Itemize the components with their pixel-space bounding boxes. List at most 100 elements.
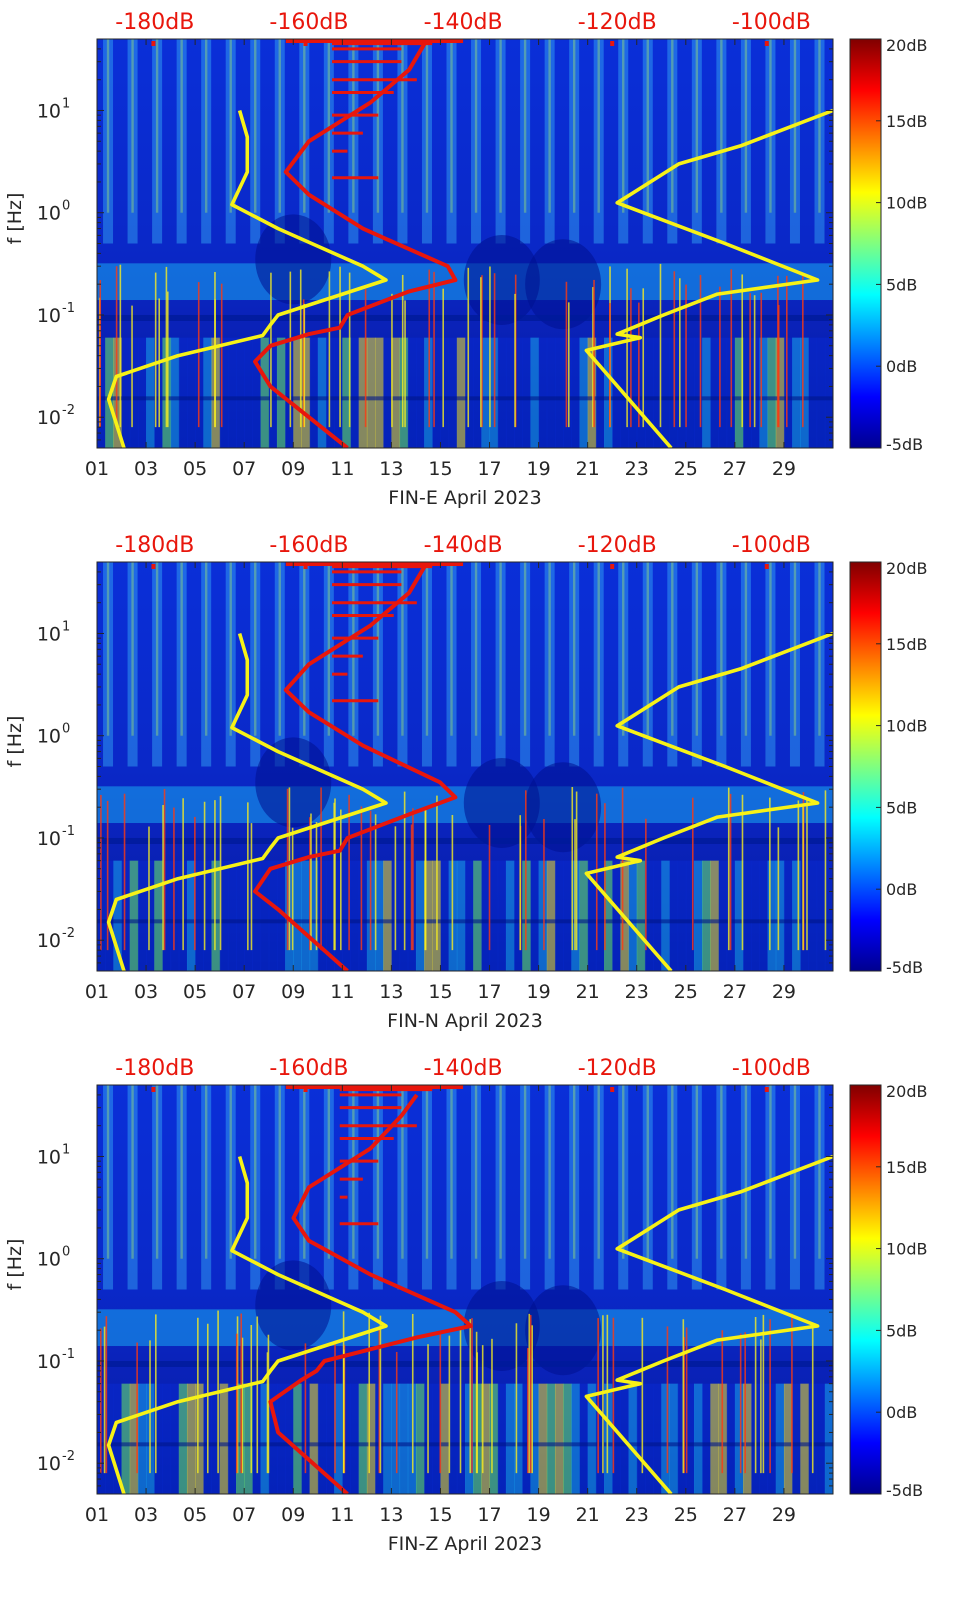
top-marker: [303, 564, 308, 569]
lowfreq-column: [644, 337, 654, 448]
lowfreq-column: [399, 1383, 409, 1494]
lowfreq-column: [473, 337, 482, 448]
diurnal-streak: [789, 39, 800, 244]
diurnal-streak: [789, 1085, 800, 1290]
lowfreq-column: [653, 860, 662, 971]
diurnal-streak: [274, 39, 285, 244]
lowfreq-column: [170, 860, 180, 971]
lowfreq-column: [734, 1383, 744, 1494]
lowfreq-column: [628, 337, 638, 448]
y-tick-base: 10: [37, 100, 61, 122]
lowfreq-column: [399, 337, 409, 448]
lowfreq-column: [669, 860, 679, 971]
lowfreq-column: [97, 337, 106, 448]
spectrogram-image: [97, 562, 833, 971]
lowfreq-column: [563, 337, 572, 448]
diurnal-streak: [176, 562, 187, 767]
transient-spike: [754, 1316, 757, 1474]
lowfreq-column: [113, 860, 123, 971]
y-tick-exponent: -2: [62, 403, 75, 418]
lowfreq-column: [497, 337, 507, 448]
transient-spike: [163, 788, 166, 951]
diurnal-streak-core: [303, 1085, 306, 1259]
lowfreq-column: [538, 1383, 548, 1494]
transient-spike: [304, 1343, 307, 1474]
lowfreq-column: [661, 1383, 670, 1494]
colorbar-label: -5dB: [886, 958, 923, 977]
transient-spike: [100, 794, 102, 951]
transient-spike: [489, 266, 491, 428]
transient-spike: [155, 1314, 157, 1474]
lowfreq-column: [783, 337, 793, 448]
lowfreq-column: [538, 337, 548, 448]
lowfreq-column: [612, 1383, 621, 1494]
lowfreq-column: [186, 1383, 196, 1494]
transient-spike: [404, 300, 406, 428]
y-tick-label: 10: [37, 623, 61, 645]
diurnal-streak-core: [155, 1085, 159, 1259]
transient-spike: [719, 286, 721, 428]
transient-spike: [123, 793, 126, 951]
lowfreq-column: [432, 1383, 441, 1494]
lowfreq-column: [783, 860, 793, 971]
diurnal-streak-core: [671, 39, 674, 213]
diurnal-streak: [446, 562, 457, 767]
transient-spike: [236, 1316, 239, 1474]
lowfreq-column: [424, 860, 433, 971]
transient-spike: [394, 826, 397, 951]
diurnal-streak-core: [474, 39, 478, 213]
transient-spike: [241, 1337, 244, 1474]
transient-spike: [753, 295, 756, 428]
diurnal-streak: [593, 562, 604, 767]
lowfreq-column: [366, 337, 376, 448]
top-db-label: -120dB: [578, 10, 657, 35]
y-tick-label: 10: [37, 726, 61, 748]
diurnal-streak: [765, 39, 776, 244]
lowfreq-column: [579, 337, 589, 448]
lowfreq-column: [628, 1383, 638, 1494]
diurnal-streak-core: [401, 1085, 404, 1259]
lowfreq-column: [113, 337, 123, 448]
transient-spike: [488, 824, 491, 951]
transient-spike: [103, 1326, 106, 1474]
lowfreq-column: [162, 860, 172, 971]
lowfreq-column: [227, 860, 237, 971]
lowfreq-column: [260, 337, 270, 448]
diurnal-streak-core: [769, 39, 772, 213]
lowfreq-column: [783, 1383, 793, 1494]
quiet-zone: [255, 737, 332, 828]
diurnal-streak-core: [671, 1085, 674, 1259]
transient-spike: [525, 790, 527, 951]
diurnal-streak: [569, 562, 580, 767]
lowfreq-column: [227, 337, 237, 448]
lowfreq-column: [808, 337, 818, 448]
lowfreq-column: [636, 1383, 646, 1494]
transient-spike: [471, 1318, 473, 1474]
y-tick-base: 10: [37, 1249, 61, 1271]
lowfreq-column: [636, 337, 646, 448]
transient-spike: [182, 798, 184, 951]
lowfreq-column: [325, 337, 335, 448]
lowfreq-column: [743, 337, 752, 448]
top-db-label: -140dB: [424, 10, 503, 35]
diurnal-streak-core: [744, 1085, 748, 1259]
lowfreq-column: [113, 1383, 123, 1494]
lowfreq-column: [432, 337, 441, 448]
transient-spike: [203, 801, 206, 951]
transient-spike: [531, 1325, 533, 1474]
transient-spike: [378, 1326, 381, 1474]
diurnal-streak: [250, 1085, 261, 1290]
colorbar: [850, 562, 881, 971]
colorbar-frame: [849, 38, 882, 449]
transient-spike: [760, 1339, 762, 1474]
diurnal-streak-core: [278, 562, 281, 736]
diurnal-streak-core: [352, 562, 355, 736]
transient-spike: [493, 273, 496, 428]
diurnal-streak: [152, 39, 163, 244]
transient-spike: [289, 271, 292, 428]
diurnal-streak: [372, 562, 383, 767]
lowfreq-column: [489, 1383, 499, 1494]
lowfreq-column: [767, 337, 777, 448]
lowfreq-column: [595, 337, 605, 448]
transient-spike: [480, 277, 482, 428]
